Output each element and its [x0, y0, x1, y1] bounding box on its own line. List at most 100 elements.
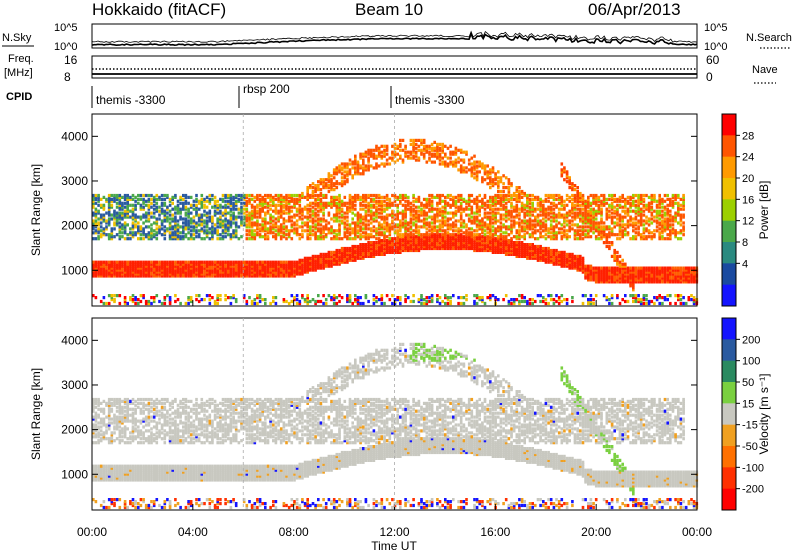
heatmap-cell	[142, 221, 145, 225]
heatmap-cell	[272, 197, 275, 201]
heatmap-cell	[295, 201, 299, 205]
heatmap-cell	[258, 215, 262, 219]
heatmap-cell	[242, 264, 246, 268]
heatmap-cell	[391, 150, 394, 154]
heatmap-cell	[512, 197, 516, 201]
heatmap-cell	[317, 264, 320, 268]
heatmap-cell	[137, 193, 140, 198]
heatmap-cell	[261, 219, 264, 223]
heatmap-cell	[200, 205, 204, 209]
heatmap-cell	[303, 205, 307, 209]
heatmap-cell	[568, 264, 571, 268]
heatmap-cell	[272, 296, 275, 300]
heatmap-cell	[393, 250, 397, 254]
heatmap-cell	[560, 207, 564, 211]
heatmap-cell	[557, 254, 561, 258]
heatmap-cell	[208, 294, 212, 298]
heatmap-cell	[526, 248, 529, 253]
heatmap-cell	[388, 162, 392, 166]
heatmap-cell	[166, 219, 169, 223]
heatmap-cell	[592, 215, 595, 219]
heatmap-cell	[115, 223, 119, 227]
heatmap-cell	[422, 211, 426, 215]
heatmap-cell	[518, 250, 521, 254]
heatmap-cell	[227, 268, 230, 272]
heatmap-cell	[298, 233, 302, 237]
heatmap-cell	[425, 197, 429, 201]
heatmap-cell	[573, 193, 577, 198]
heatmap-cell	[367, 164, 370, 168]
heatmap-cell	[396, 246, 399, 251]
heatmap-cell	[160, 219, 164, 223]
heatmap-cell	[287, 262, 291, 266]
heatmap-cell	[229, 262, 233, 266]
heatmap-cell	[412, 203, 415, 207]
heatmap-cell	[486, 239, 489, 243]
heatmap-cell	[131, 217, 135, 221]
heatmap-cell	[589, 294, 593, 298]
heatmap-cell	[491, 213, 495, 217]
heatmap-cell	[314, 211, 317, 215]
heatmap-cell	[362, 235, 365, 239]
heatmap-cell	[388, 237, 392, 241]
heatmap-cell	[287, 195, 291, 199]
heatmap-cell	[367, 243, 370, 247]
heatmap-cell	[433, 244, 436, 249]
heatmap-cell	[430, 152, 434, 156]
heatmap-cell	[126, 199, 129, 203]
heatmap-cell	[261, 268, 264, 272]
heatmap-cell	[518, 193, 521, 198]
heatmap-cell	[497, 184, 500, 188]
heatmap-cell	[340, 254, 344, 258]
heatmap-cell	[205, 272, 209, 276]
heatmap-cell	[499, 189, 503, 194]
heatmap-cell	[338, 166, 341, 170]
heatmap-cell	[97, 264, 100, 268]
heatmap-cell	[285, 197, 288, 201]
heatmap-cell	[515, 231, 519, 235]
heatmap-cell	[539, 225, 542, 229]
heatmap-cell	[417, 213, 421, 217]
heatmap-cell	[160, 262, 164, 266]
heatmap-cell	[470, 237, 474, 241]
heatmap-cell	[576, 256, 579, 260]
heatmap-cell	[330, 197, 333, 201]
heatmap-cell	[147, 262, 151, 266]
heatmap-cell	[216, 199, 219, 203]
heatmap-cell	[192, 221, 196, 225]
heatmap-cell	[436, 142, 439, 146]
heatmap-cell	[393, 199, 397, 203]
heatmap-cell	[293, 229, 296, 233]
heatmap-cell	[338, 252, 341, 256]
heatmap-cell	[314, 299, 317, 304]
heatmap-cell	[454, 243, 458, 247]
heatmap-cell	[319, 191, 323, 196]
heatmap-cell	[576, 254, 579, 258]
heatmap-cell	[462, 239, 466, 243]
heatmap-cell	[303, 299, 307, 304]
heatmap-cell	[399, 148, 402, 152]
heatmap-cell	[417, 299, 421, 304]
heatmap-cell	[121, 225, 124, 229]
heatmap-cell	[579, 256, 582, 260]
heatmap-cell	[494, 227, 497, 231]
heatmap-cell	[208, 201, 212, 205]
heatmap-cell	[579, 254, 582, 258]
heatmap-cell	[438, 241, 442, 245]
heatmap-cell	[351, 221, 354, 225]
heatmap-cell	[131, 207, 135, 211]
heatmap-cell	[486, 296, 489, 300]
heatmap-cell	[563, 213, 566, 217]
heatmap-cell	[568, 186, 571, 190]
heatmap-cell	[118, 217, 122, 221]
heatmap-cell	[436, 231, 439, 235]
heatmap-cell	[568, 227, 571, 231]
heatmap-cell	[301, 225, 304, 229]
heatmap-cell	[571, 188, 574, 192]
heatmap-cell	[110, 264, 114, 268]
heatmap-cell	[232, 231, 235, 235]
heatmap-cell	[171, 201, 174, 205]
heatmap-cell	[264, 260, 267, 264]
heatmap-cell	[187, 260, 190, 264]
heatmap-cell	[359, 235, 362, 239]
